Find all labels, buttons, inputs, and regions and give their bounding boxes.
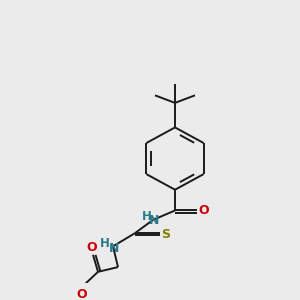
Text: S: S: [161, 228, 170, 241]
Text: O: O: [77, 288, 87, 300]
Text: N: N: [109, 242, 119, 255]
Text: O: O: [198, 204, 208, 217]
Text: O: O: [87, 241, 97, 254]
Text: N: N: [149, 214, 159, 227]
Text: H: H: [142, 210, 152, 223]
Text: H: H: [100, 237, 110, 250]
